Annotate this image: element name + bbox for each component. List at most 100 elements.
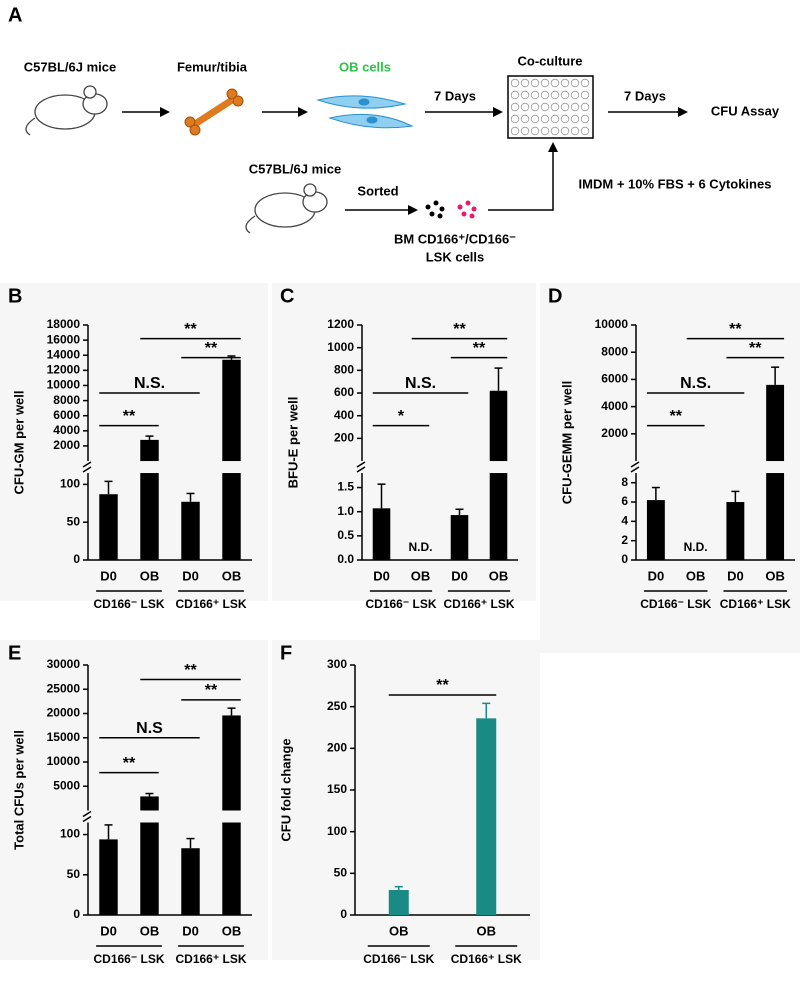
bar <box>222 359 241 462</box>
well <box>550 90 560 100</box>
significance-label: N.S. <box>134 375 165 392</box>
x-tick-label: OB <box>140 923 160 938</box>
well <box>540 126 550 136</box>
bar <box>140 473 159 560</box>
panel-label: E <box>8 642 21 664</box>
y-tick-label: 18000 <box>47 317 81 331</box>
y-tick-label: 2 <box>621 533 628 547</box>
y-tick-label: 50 <box>67 867 81 881</box>
schematic: A C57BL/6J mice Femur/tibia OB cells 7 D… <box>8 4 780 264</box>
value-label: N.D. <box>409 540 433 554</box>
x-tick-label: OB <box>222 923 242 938</box>
well <box>560 126 570 136</box>
bar <box>140 796 159 811</box>
significance-label: ** <box>670 408 683 425</box>
group-label: CD166⁺ LSK <box>175 952 246 966</box>
y-tick-label: 8000 <box>601 344 628 358</box>
significance-label: ** <box>473 340 486 357</box>
arrow-head <box>408 205 418 215</box>
panel-label: D <box>548 285 562 307</box>
bar <box>489 390 508 462</box>
well <box>580 114 590 124</box>
significance-label: * <box>398 408 405 425</box>
x-tick-label: D0 <box>727 568 744 583</box>
bar <box>489 473 508 560</box>
y-tick-label: 100 <box>327 824 347 838</box>
y-tick-label: 1200 <box>327 317 354 331</box>
bar <box>99 839 118 915</box>
bar <box>476 718 497 915</box>
bar <box>140 439 159 462</box>
significance-label: ** <box>453 321 466 338</box>
well <box>560 78 570 88</box>
well <box>580 78 590 88</box>
label: Femur/tibia <box>177 59 248 74</box>
y-tick-label: 2000 <box>53 438 80 452</box>
arrow-head <box>678 107 688 117</box>
y-tick-label: 2000 <box>601 426 628 440</box>
well <box>560 114 570 124</box>
bar <box>222 715 241 811</box>
y-tick-label: 6000 <box>601 372 628 386</box>
y-tick-label: 25000 <box>47 681 81 695</box>
y-axis-label: CFU-GM per well <box>11 390 26 494</box>
well <box>540 90 550 100</box>
well <box>530 90 540 100</box>
y-tick-label: 100 <box>60 477 80 491</box>
wells <box>510 78 590 136</box>
y-tick-label: 10000 <box>595 317 629 331</box>
mouse-icon <box>25 85 108 136</box>
label: 7 Days <box>624 88 666 103</box>
y-tick-label: 30000 <box>47 657 81 671</box>
y-tick-label: 6 <box>621 494 628 508</box>
bar <box>222 822 241 915</box>
label: C57BL/6J mice <box>24 59 117 74</box>
axis-break <box>630 466 640 473</box>
well <box>580 102 590 112</box>
x-tick-label: D0 <box>100 568 117 583</box>
well <box>560 90 570 100</box>
label: Co-culture <box>518 53 583 68</box>
y-tick-label: 5000 <box>53 778 80 792</box>
axis-break <box>356 466 366 473</box>
y-tick-label: 16000 <box>47 332 81 346</box>
well <box>570 78 580 88</box>
bar <box>646 500 665 560</box>
well <box>510 102 520 112</box>
x-tick-label: OB <box>489 568 509 583</box>
well <box>520 114 530 124</box>
y-tick-label: 8 <box>621 475 628 489</box>
bar <box>222 473 241 560</box>
x-tick-label: D0 <box>373 568 390 583</box>
significance-label: ** <box>123 755 136 772</box>
well <box>520 78 530 88</box>
well <box>550 114 560 124</box>
significance-label: N.S. <box>405 375 436 392</box>
x-tick-label: OB <box>765 568 785 583</box>
x-tick-label: OB <box>389 923 409 938</box>
bar <box>450 515 469 560</box>
arrow-head <box>160 107 170 117</box>
group-label: CD166⁺ LSK <box>451 952 522 966</box>
x-tick-label: OB <box>686 568 706 583</box>
well <box>510 90 520 100</box>
cells-icon <box>316 95 414 129</box>
well <box>570 114 580 124</box>
well <box>550 78 560 88</box>
y-tick-label: 600 <box>334 385 354 399</box>
axis-break <box>82 810 92 818</box>
y-tick-label: 8000 <box>53 393 80 407</box>
arrow <box>488 150 554 211</box>
y-tick-label: 50 <box>334 866 348 880</box>
significance-label: ** <box>205 682 218 699</box>
y-tick-label: 20000 <box>47 706 81 720</box>
y-tick-label: 15000 <box>47 730 81 744</box>
well <box>510 126 520 136</box>
label: Sorted <box>357 183 398 198</box>
well <box>510 78 520 88</box>
mouse-icon <box>245 183 328 234</box>
well <box>520 90 530 100</box>
y-tick-label: 14000 <box>47 347 81 361</box>
well <box>560 102 570 112</box>
well <box>540 78 550 88</box>
